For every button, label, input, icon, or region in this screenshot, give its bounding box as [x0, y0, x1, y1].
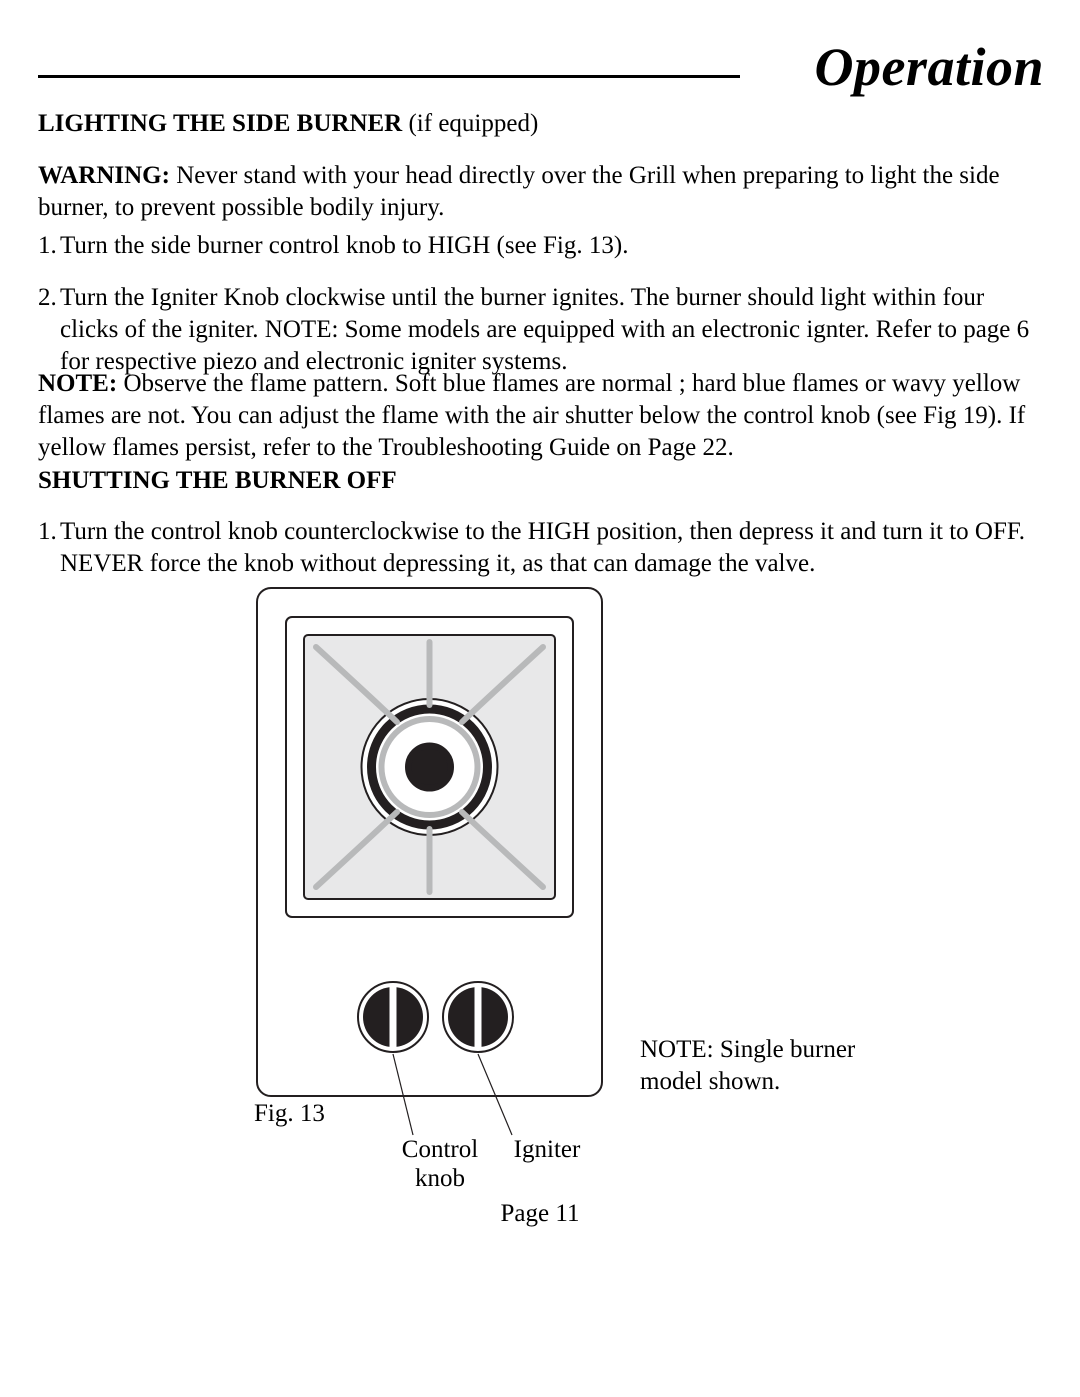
control-knob-icon [358, 982, 428, 1052]
step2-number: 2. [38, 282, 60, 378]
igniter-knob-icon [443, 982, 513, 1052]
callout-control-knob: Control knob [385, 1136, 495, 1194]
header-rule [38, 75, 740, 78]
note-label: NOTE: [38, 370, 117, 397]
step2-text: Turn the Igniter Knob clockwise until th… [60, 282, 1042, 378]
warning-paragraph: WARNING: Never stand with your head dire… [38, 160, 1042, 224]
step-1: 1. Turn the side burner control knob to … [38, 230, 1042, 262]
step1-number: 1. [38, 230, 60, 262]
shut-step1-text: Turn the control knob counterclockwise t… [60, 516, 1042, 580]
warning-label: WARNING: [38, 162, 170, 189]
step1-text: Turn the side burner control knob to HIG… [60, 230, 1042, 262]
page-title: Operation [814, 36, 1044, 98]
note-paragraph: NOTE: Observe the flame pattern. Soft bl… [38, 368, 1042, 464]
step-2: 2. Turn the Igniter Knob clockwise until… [38, 282, 1042, 378]
callout-igniter: Igniter [507, 1136, 587, 1165]
section1-qualifier: (if equipped) [402, 110, 538, 137]
page: Operation LIGHTING THE SIDE BURNER (if e… [0, 0, 1080, 1397]
shut-step1-number: 1. [38, 516, 60, 580]
shutting-step-1: 1. Turn the control knob counterclockwis… [38, 516, 1042, 580]
page-number: Page 11 [0, 1200, 1080, 1228]
burner-diagram [256, 587, 603, 1097]
warning-text: Never stand with your head directly over… [38, 162, 1000, 221]
section2-heading: SHUTTING THE BURNER OFF [38, 467, 397, 494]
figure-side-note: NOTE: Single burner model shown. [640, 1034, 900, 1098]
section1-heading: LIGHTING THE SIDE BURNER [38, 110, 402, 137]
figure-label: Fig. 13 [254, 1100, 325, 1128]
section-heading-lighting: LIGHTING THE SIDE BURNER (if equipped) [38, 108, 1042, 140]
note-text: Observe the flame pattern. Soft blue fla… [38, 370, 1025, 461]
section-heading-shutting: SHUTTING THE BURNER OFF [38, 465, 1042, 497]
